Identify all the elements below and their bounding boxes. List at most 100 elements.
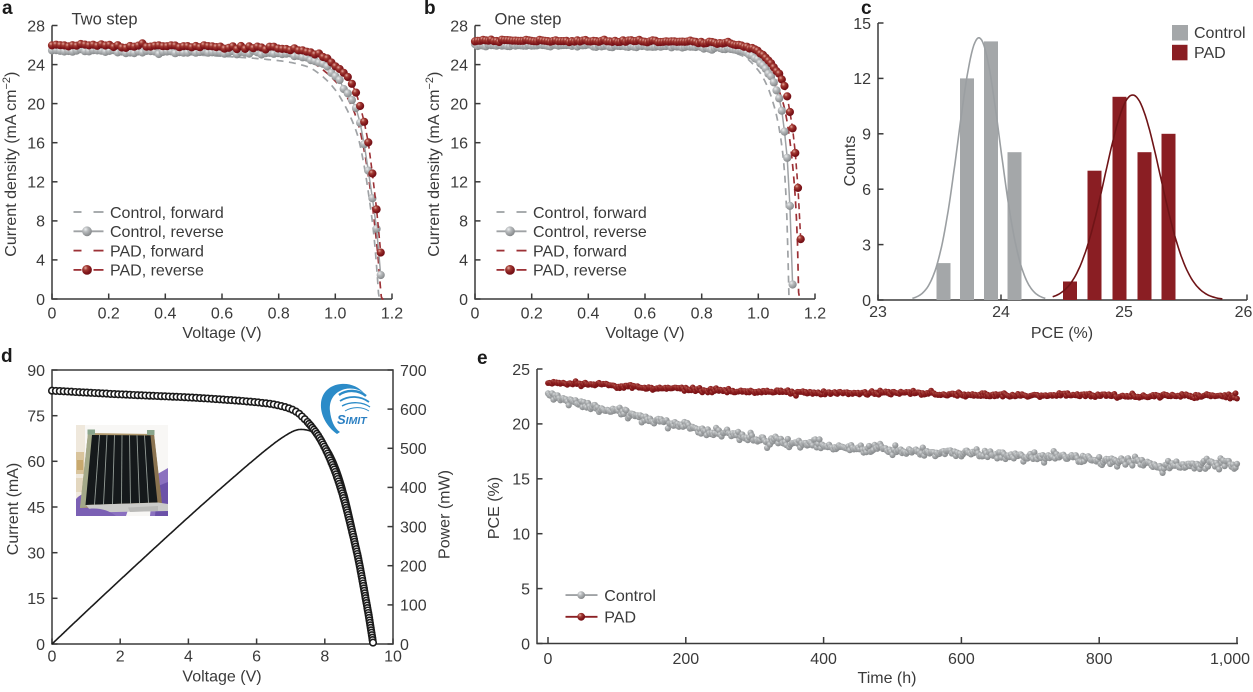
svg-text:16: 16 [27,136,45,153]
svg-text:PAD, forward: PAD, forward [110,243,204,260]
svg-text:0.4: 0.4 [577,306,599,323]
svg-text:0.4: 0.4 [154,306,176,323]
svg-text:0.2: 0.2 [98,306,120,323]
svg-text:d: d [1,346,13,367]
svg-text:PAD: PAD [604,610,636,627]
svg-text:0: 0 [862,293,871,310]
svg-text:1.2: 1.2 [381,306,403,323]
svg-text:1.0: 1.0 [747,306,769,323]
svg-text:PAD, forward: PAD, forward [533,243,627,260]
svg-text:16: 16 [450,136,468,153]
svg-text:Control, reverse: Control, reverse [110,224,224,241]
svg-text:4: 4 [184,649,193,666]
svg-text:PCE (%): PCE (%) [486,477,503,539]
svg-text:8: 8 [320,649,329,666]
svg-text:0: 0 [471,306,480,323]
svg-text:Current (mA): Current (mA) [5,463,22,555]
svg-text:Voltage (V): Voltage (V) [182,669,261,686]
svg-text:23: 23 [869,304,887,321]
svg-text:Voltage (V): Voltage (V) [182,325,261,342]
svg-text:12: 12 [27,175,45,192]
svg-text:5: 5 [521,581,530,598]
svg-text:26: 26 [1235,304,1253,321]
svg-text:8: 8 [36,214,45,231]
svg-text:500: 500 [400,441,427,458]
svg-text:400: 400 [400,480,427,497]
svg-text:4: 4 [459,253,468,270]
svg-text:90: 90 [27,363,45,380]
svg-text:300: 300 [400,519,427,536]
svg-text:24: 24 [992,304,1010,321]
svg-text:15: 15 [512,472,530,489]
svg-text:0: 0 [36,292,45,309]
svg-text:Voltage (V): Voltage (V) [605,325,684,342]
svg-text:1.2: 1.2 [804,306,826,323]
svg-text:25: 25 [512,362,530,379]
svg-text:One step: One step [495,11,562,29]
svg-text:PCE (%): PCE (%) [1031,325,1093,342]
svg-text:a: a [2,0,13,19]
svg-text:Counts: Counts [842,136,859,187]
svg-text:6: 6 [862,182,871,199]
svg-text:20: 20 [450,96,468,113]
svg-text:75: 75 [27,409,45,426]
svg-text:6: 6 [252,649,261,666]
svg-text:15: 15 [27,591,45,608]
svg-text:12: 12 [853,71,871,88]
svg-text:28: 28 [27,18,45,35]
svg-text:Control, reverse: Control, reverse [533,224,647,241]
svg-text:0.6: 0.6 [634,306,656,323]
svg-text:12: 12 [450,175,468,192]
svg-text:10: 10 [512,527,530,544]
svg-text:0.2: 0.2 [521,306,543,323]
svg-text:24: 24 [450,57,468,74]
svg-text:2: 2 [116,649,125,666]
svg-text:0.6: 0.6 [211,306,233,323]
svg-text:PAD, reverse: PAD, reverse [533,263,627,280]
svg-text:Control: Control [604,588,656,605]
svg-text:Current density (mA cm−2): Current density (mA cm−2) [424,72,443,257]
svg-text:Control: Control [1194,25,1246,42]
svg-text:60: 60 [27,454,45,471]
svg-text:0: 0 [48,306,57,323]
svg-text:800: 800 [1086,651,1113,668]
svg-text:700: 700 [400,363,427,380]
svg-text:SIMIT: SIMIT [337,412,368,427]
svg-text:100: 100 [400,598,427,615]
svg-text:0: 0 [36,637,45,654]
svg-text:PAD: PAD [1194,45,1226,62]
svg-text:200: 200 [672,651,699,668]
svg-text:Current density (mA cm−2): Current density (mA cm−2) [1,72,20,257]
svg-text:1.0: 1.0 [324,306,346,323]
svg-text:30: 30 [27,546,45,563]
svg-text:400: 400 [810,651,837,668]
svg-text:Two step: Two step [72,11,138,29]
svg-text:e: e [477,348,488,369]
svg-text:4: 4 [36,253,45,270]
svg-text:0: 0 [544,651,553,668]
svg-text:600: 600 [400,402,427,419]
svg-text:c: c [861,0,872,19]
svg-text:Control, forward: Control, forward [533,205,647,222]
svg-text:0: 0 [48,649,57,666]
svg-text:15: 15 [853,16,871,33]
svg-text:Time (h): Time (h) [858,670,917,687]
svg-text:9: 9 [862,127,871,144]
svg-text:1,000: 1,000 [1210,651,1250,668]
svg-text:24: 24 [27,57,45,74]
svg-text:b: b [424,0,436,19]
svg-text:20: 20 [512,417,530,434]
svg-text:3: 3 [862,237,871,254]
svg-text:20: 20 [27,96,45,113]
svg-text:0.8: 0.8 [691,306,713,323]
svg-text:28: 28 [450,18,468,35]
svg-text:8: 8 [459,214,468,231]
svg-text:PAD, reverse: PAD, reverse [110,263,204,280]
svg-text:10: 10 [384,649,402,666]
svg-text:45: 45 [27,500,45,517]
svg-text:0: 0 [400,637,409,654]
svg-text:Power (mW): Power (mW) [437,470,454,559]
svg-text:Control, forward: Control, forward [110,205,224,222]
svg-text:0.8: 0.8 [268,306,290,323]
svg-text:25: 25 [1115,304,1133,321]
